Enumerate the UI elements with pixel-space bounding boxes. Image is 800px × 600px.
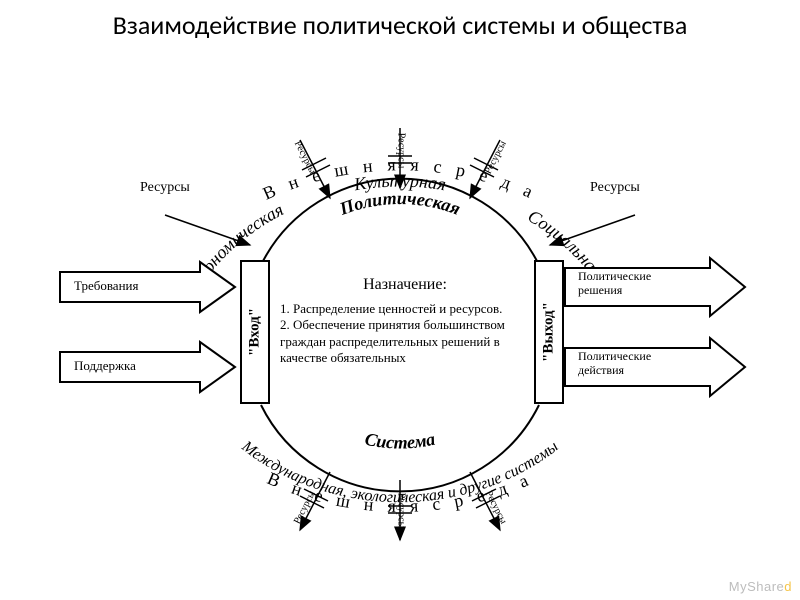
input-label-1: Требования [74, 278, 138, 294]
page-title: Взаимодействие политической системы и об… [0, 0, 800, 41]
res-small-tm: Ресурсы [395, 133, 406, 169]
watermark: MyShared [729, 579, 792, 594]
resources-left-label: Ресурсы [140, 180, 190, 196]
output-label-2a: Политические [578, 350, 651, 364]
center-item-1: 1. Распределение ценностей и ресурсов. [280, 301, 530, 317]
ring-bottom-label: Система [363, 429, 437, 453]
watermark-text: MyShare [729, 579, 785, 594]
output-label-1a: Политические [578, 270, 651, 284]
center-purpose-block: Назначение: 1. Распределение ценностей и… [280, 275, 530, 366]
diagram-canvas: В н е ш н я я с р е д а Экономическая Ку… [0, 80, 800, 590]
center-heading: Назначение: [280, 275, 530, 295]
output-label-2b: действия [578, 364, 651, 378]
center-item-2: 2. Обеспечение принятия большинством гра… [280, 317, 530, 366]
output-gate-box: "Выход" [534, 260, 564, 404]
resources-right-label: Ресурсы [590, 180, 640, 196]
watermark-accent: d [784, 579, 792, 594]
output-label-1b: решения [578, 284, 651, 298]
res-small-bm: Ресурсы [395, 493, 406, 529]
input-gate-box: "Вход" [240, 260, 270, 404]
input-label-2: Поддержка [74, 358, 136, 374]
